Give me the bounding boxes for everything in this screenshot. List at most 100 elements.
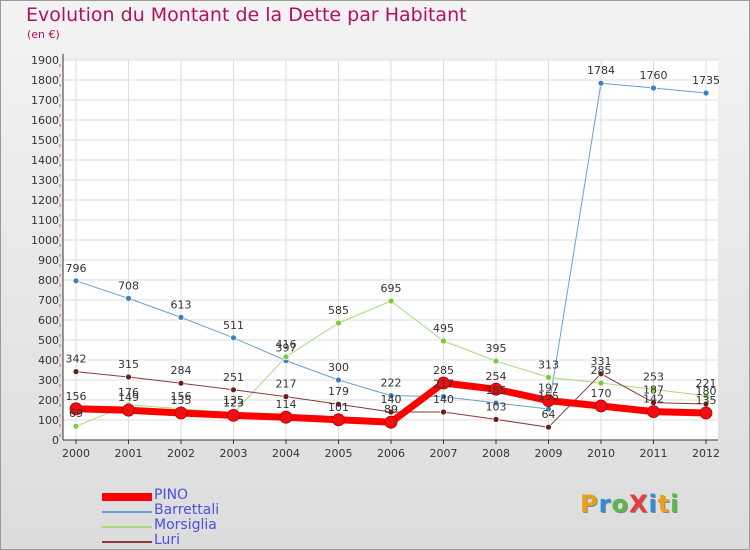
data-point-pino: [594, 399, 608, 413]
data-point-morsiglia: [282, 353, 290, 361]
data-label-pino: 114: [276, 398, 297, 411]
x-tick-label: 2010: [587, 447, 615, 460]
data-label-barrettali: 708: [118, 279, 139, 292]
data-point-morsiglia: [72, 422, 80, 430]
data-point-luri: [177, 379, 185, 387]
data-label-luri: 64: [542, 408, 556, 421]
data-point-pino: [384, 415, 398, 429]
data-label-luri: 217: [276, 378, 297, 391]
data-label-barrettali: 222: [381, 377, 402, 390]
logo-letter: o: [611, 490, 629, 518]
y-tick-label: 200: [38, 394, 59, 407]
legend-label: Morsiglia: [154, 517, 217, 533]
y-tick-label: 900: [38, 254, 59, 267]
x-tick-label: 2006: [377, 447, 405, 460]
data-point-barrettali: [650, 84, 657, 92]
data-point-luri: [282, 393, 290, 401]
data-point-pino: [69, 402, 83, 416]
y-tick-label: 1400: [31, 154, 59, 167]
data-point-pino: [122, 403, 135, 417]
data-label-barrettali: 185: [486, 384, 507, 397]
data-point-morsiglia: [440, 337, 447, 345]
data-label-luri: 187: [643, 384, 664, 397]
data-label-luri: 315: [118, 358, 139, 371]
data-label-barrettali: 155: [538, 390, 559, 403]
data-point-morsiglia: [702, 392, 710, 400]
data-label-morsiglia: 135: [223, 394, 244, 407]
data-label-pino: 170: [591, 387, 612, 400]
data-point-luri: [72, 368, 80, 376]
data-label-morsiglia: 313: [538, 358, 559, 371]
data-point-pino: [699, 406, 713, 420]
x-tick-label: 2001: [115, 447, 143, 460]
y-tick-label: 0: [52, 434, 59, 447]
x-tick-label: 2004: [272, 447, 300, 460]
y-tick-label: 1800: [31, 74, 59, 87]
data-point-luri: [440, 408, 447, 416]
data-point-barrettali: [72, 277, 80, 285]
data-point-barrettali: [387, 392, 395, 400]
data-point-barrettali: [125, 294, 132, 302]
data-point-morsiglia: [545, 373, 552, 381]
x-tick-label: 2005: [325, 447, 353, 460]
data-label-luri: 284: [171, 364, 192, 377]
logo-letter: i: [670, 490, 680, 518]
data-label-morsiglia: 416: [276, 338, 297, 351]
data-point-pino: [227, 408, 240, 422]
data-label-morsiglia: 585: [328, 304, 349, 317]
x-tick-label: 2002: [167, 447, 195, 460]
y-tick-label: 1500: [31, 134, 59, 147]
data-label-luri: 179: [328, 385, 349, 398]
x-tick-label: 2003: [220, 447, 248, 460]
data-label-barrettali: 217: [433, 378, 454, 391]
data-point-barrettali: [597, 79, 605, 87]
data-label-barrettali: 613: [171, 298, 192, 311]
x-tick-label: 2009: [535, 447, 563, 460]
data-point-luri: [335, 400, 342, 408]
data-label-morsiglia: 221: [696, 377, 717, 390]
data-label-morsiglia: 695: [381, 282, 402, 295]
data-label-luri: 331: [591, 355, 612, 368]
logo-letter: X: [628, 490, 649, 518]
y-tick-label: 800: [38, 274, 59, 287]
data-point-barrettali: [230, 334, 237, 342]
y-tick-label: 1700: [31, 94, 59, 107]
data-label-morsiglia: 395: [486, 342, 507, 355]
data-label-pino: 149: [118, 391, 139, 404]
legend-label: Luri: [154, 532, 181, 548]
legend-label: PINO: [154, 487, 189, 503]
data-label-luri: 103: [486, 400, 507, 413]
logo-letter: r: [598, 490, 612, 518]
data-label-morsiglia: 69: [69, 407, 83, 420]
data-label-pino: 142: [643, 393, 664, 406]
data-label-morsiglia: 285: [591, 364, 612, 377]
data-point-morsiglia: [387, 297, 395, 305]
data-point-luri: [125, 373, 132, 381]
data-label-luri: 140: [433, 393, 454, 406]
data-label-luri: 251: [223, 371, 244, 384]
y-tick-label: 300: [38, 374, 59, 387]
data-label-morsiglia: 253: [643, 370, 664, 383]
y-tick-label: 1600: [31, 114, 59, 127]
data-label-pino: 123: [223, 396, 244, 409]
chart-title: Evolution du Montant de la Dette par Hab…: [26, 4, 467, 26]
data-label-barrettali: 796: [66, 262, 87, 275]
data-label-barrettali: 1784: [587, 64, 615, 77]
data-point-barrettali: [177, 313, 185, 321]
y-tick-label: 100: [38, 414, 59, 427]
y-tick-label: 500: [38, 334, 59, 347]
data-point-morsiglia: [335, 319, 342, 327]
y-tick-label: 400: [38, 354, 59, 367]
y-tick-label: 1300: [31, 174, 59, 187]
data-label-barrettali: 511: [223, 319, 244, 332]
data-point-barrettali: [492, 399, 500, 407]
data-label-pino: 254: [486, 370, 507, 383]
data-point-luri: [545, 423, 552, 431]
data-label-pino: 285: [433, 364, 454, 377]
legend-swatch: [102, 526, 152, 528]
data-point-pino: [332, 413, 345, 427]
data-label-luri: 140: [381, 393, 402, 406]
data-label-morsiglia: 156: [171, 390, 192, 403]
data-label-pino: 101: [328, 401, 349, 414]
